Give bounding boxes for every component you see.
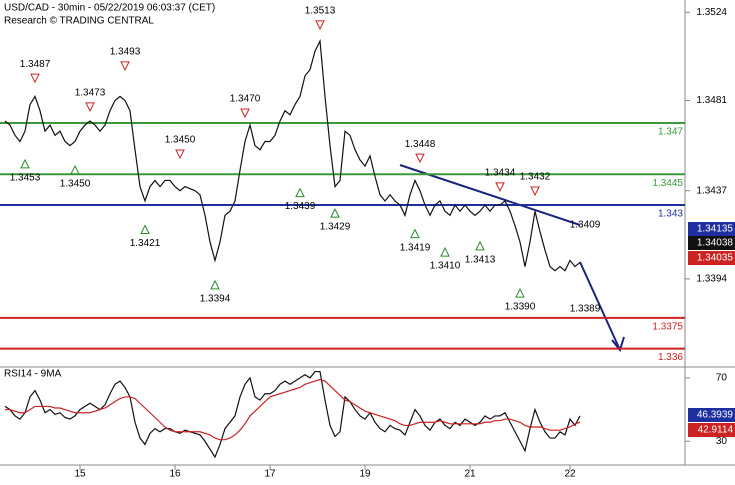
low-label: 1.3390 — [505, 302, 536, 313]
level-label: 1.3375 — [652, 321, 683, 332]
high-marker — [315, 20, 325, 30]
high-label: 1.3432 — [520, 172, 551, 183]
low-marker — [330, 207, 340, 218]
high-marker — [175, 149, 185, 160]
x-tick-label: 22 — [564, 469, 576, 480]
low-label: 1.3450 — [60, 179, 91, 190]
y-tick-label: 1.3394 — [696, 274, 727, 285]
low-marker — [515, 287, 525, 298]
low-label: 1.3429 — [320, 222, 351, 233]
x-tick-label: 16 — [169, 469, 181, 480]
chart-subtitle: Research © TRADING CENTRAL — [4, 16, 154, 27]
x-tick-label: 17 — [264, 469, 276, 480]
note-label: 1.3389 — [570, 304, 601, 315]
level-label: 1.336 — [658, 352, 683, 363]
x-tick-label: 19 — [359, 469, 371, 480]
low-label: 1.3439 — [285, 201, 316, 212]
forecast-arrow — [579, 261, 625, 353]
panel-title: RSI14 - 9MA — [4, 369, 62, 380]
high-marker — [240, 108, 250, 119]
high-marker — [495, 182, 505, 192]
price-tag-label: 1.34038 — [697, 238, 734, 249]
high-label: 1.3513 — [305, 6, 336, 17]
price-tag-label: 1.34135 — [697, 224, 734, 235]
price-tag-label: 46.3939 — [697, 410, 734, 421]
price-tag — [688, 251, 735, 265]
low-label: 1.3453 — [10, 173, 41, 184]
low-label: 1.3421 — [130, 238, 161, 249]
note-label: 1.3409 — [570, 220, 601, 231]
low-label: 1.3394 — [200, 294, 231, 305]
level-label: 1.343 — [658, 209, 683, 220]
high-label: 1.3487 — [20, 59, 51, 70]
high-marker — [415, 153, 425, 164]
low-label: 1.3419 — [400, 242, 431, 253]
series-line — [5, 378, 581, 441]
price-tag-label: 42.9114 — [698, 425, 734, 436]
low-marker — [475, 240, 485, 251]
low-marker — [140, 224, 150, 235]
high-marker — [530, 186, 540, 197]
low-marker — [295, 187, 305, 198]
level-label: 1.3445 — [652, 178, 683, 189]
level-label: 1.347 — [658, 127, 683, 138]
price-tag — [688, 423, 735, 437]
price-tag — [688, 408, 735, 422]
price-tag — [688, 236, 735, 250]
y-tick-label: 70 — [716, 373, 728, 384]
high-label: 1.3434 — [485, 167, 516, 178]
low-marker — [440, 246, 450, 257]
y-tick-label: 1.3437 — [696, 185, 727, 196]
low-marker — [210, 279, 220, 290]
price-tag-label: 1.34035 — [697, 253, 734, 264]
y-tick-label: 1.3481 — [696, 95, 727, 106]
price-tag — [688, 222, 735, 236]
high-marker — [85, 102, 95, 113]
low-label: 1.3410 — [430, 261, 461, 272]
high-label: 1.3473 — [75, 88, 106, 99]
x-tick-label: 21 — [464, 469, 476, 480]
high-marker — [30, 73, 40, 84]
high-label: 1.3448 — [405, 139, 436, 150]
y-tick-label: 1.3524 — [696, 7, 727, 18]
series-line — [4, 38, 581, 272]
chart-title: USD/CAD - 30min - 05/22/2019 06:03:37 (C… — [4, 3, 215, 14]
low-marker — [410, 228, 420, 239]
high-label: 1.3450 — [165, 135, 196, 146]
low-label: 1.3413 — [465, 255, 496, 266]
x-tick-label: 15 — [74, 469, 86, 480]
y-tick-label: 30 — [716, 436, 728, 447]
low-marker — [70, 164, 80, 175]
high-label: 1.3470 — [230, 94, 261, 105]
low-marker — [20, 158, 30, 169]
high-label: 1.3493 — [110, 47, 141, 58]
high-marker — [120, 61, 130, 71]
